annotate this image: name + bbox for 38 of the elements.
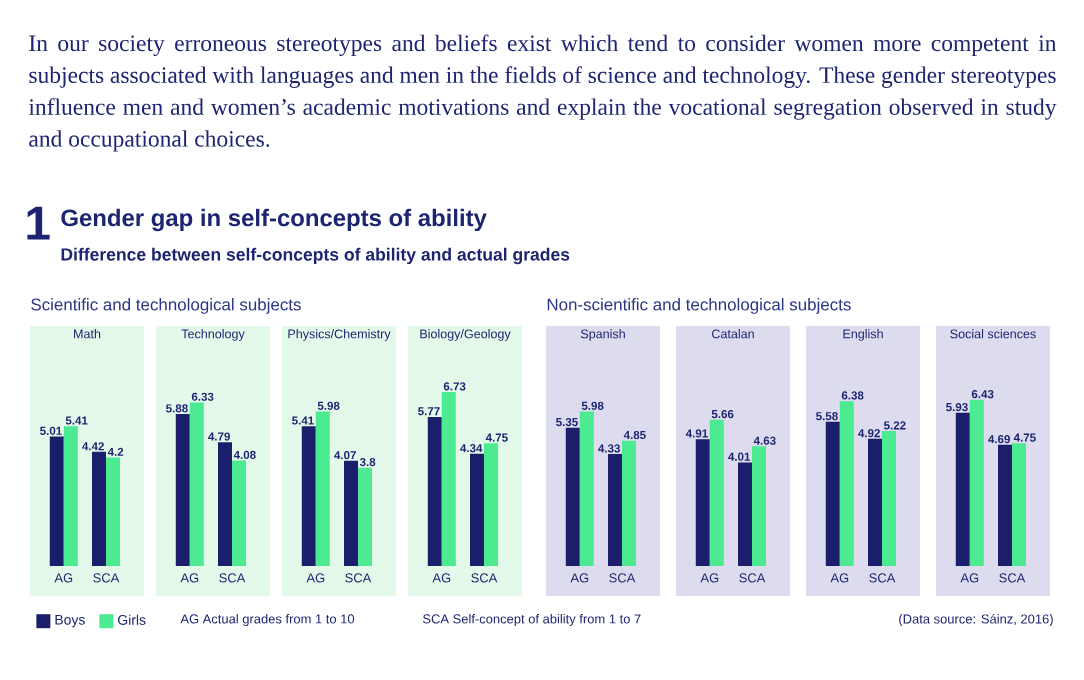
bar bbox=[882, 431, 897, 566]
bar bbox=[1012, 443, 1027, 566]
text: 1 bbox=[27, 206, 50, 240]
bar bbox=[868, 438, 883, 566]
text: Non-scientific and technological subjects bbox=[547, 298, 851, 314]
bar bbox=[752, 446, 767, 566]
bar bbox=[695, 439, 710, 566]
bar bbox=[470, 453, 485, 566]
bar bbox=[175, 414, 190, 566]
bar bbox=[825, 421, 840, 566]
bar bbox=[565, 427, 580, 566]
bar bbox=[608, 454, 623, 566]
bar bbox=[63, 426, 78, 566]
text: In our society erroneous stereotypes and beliefs exist which tend to consider women more competent in subjects associated with languages and men in the fields of science and technology. These gender stereotypes influence men and women’s academic motivations and explain the vocational segregation observed in study and occupational choices. bbox=[28, 34, 1057, 152]
bar bbox=[49, 436, 64, 566]
bar bbox=[344, 460, 358, 566]
bar bbox=[189, 402, 204, 566]
bar bbox=[301, 426, 316, 566]
bar bbox=[218, 442, 232, 566]
text: Scientific and technological subjects bbox=[31, 298, 301, 314]
bar bbox=[998, 444, 1013, 566]
text: Difference between self-concepts of ability and actual grades bbox=[61, 247, 570, 265]
bar bbox=[315, 411, 330, 566]
bar bbox=[232, 460, 246, 566]
bar bbox=[738, 462, 753, 566]
bar bbox=[441, 392, 456, 566]
bar bbox=[92, 451, 106, 566]
bar bbox=[427, 416, 442, 566]
text: Gender gap in self-concepts of ability bbox=[61, 208, 487, 232]
bar bbox=[709, 419, 724, 566]
bar bbox=[622, 440, 637, 566]
bar bbox=[839, 401, 854, 566]
bar bbox=[955, 412, 970, 566]
bar bbox=[484, 443, 499, 566]
bar bbox=[579, 411, 594, 566]
bar bbox=[358, 467, 372, 566]
bar bbox=[106, 457, 120, 566]
bar bbox=[969, 399, 984, 566]
